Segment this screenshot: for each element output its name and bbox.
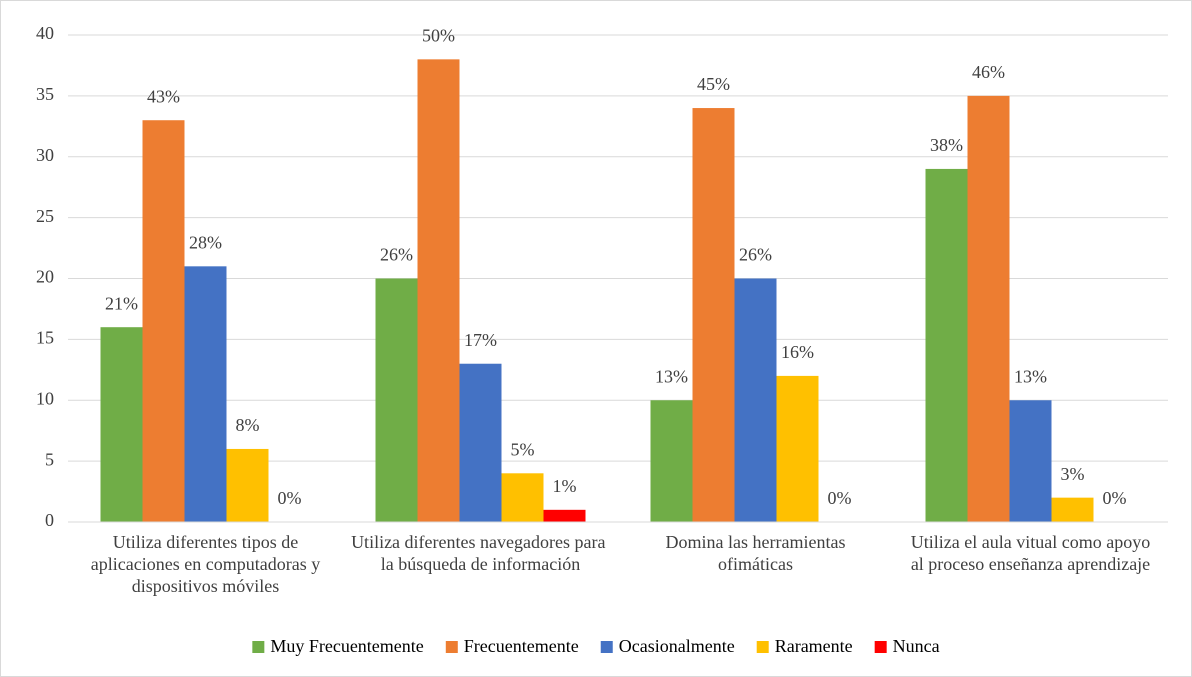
bar: [184, 266, 227, 522]
bar: [776, 375, 819, 522]
bar: [501, 473, 544, 522]
x-tick-label: Domina las herramientas ofimáticas: [666, 532, 846, 574]
y-tick-label: 25: [36, 206, 54, 226]
y-tick-label: 0: [45, 510, 54, 530]
y-tick-label: 5: [45, 449, 54, 469]
legend-swatch: [600, 641, 613, 653]
legend-swatch: [874, 641, 887, 653]
data-label: 13%: [655, 366, 688, 386]
data-label: 0%: [828, 488, 852, 508]
data-label: 17%: [464, 330, 497, 350]
bar: [543, 509, 586, 522]
bar: [650, 400, 693, 522]
bar: [100, 327, 143, 522]
data-label: 16%: [781, 342, 814, 362]
y-tick-label: 35: [36, 84, 54, 104]
y-tick-label: 30: [36, 145, 54, 165]
data-label: 3%: [1061, 464, 1085, 484]
y-tick-label: 15: [36, 328, 54, 348]
data-label: 0%: [278, 488, 302, 508]
bar: [142, 120, 185, 522]
legend-swatch: [252, 641, 265, 653]
legend-text: Nunca: [893, 636, 940, 656]
data-label: 28%: [189, 232, 222, 252]
x-tick-label: Utiliza el aula vitual como apoyo al proc…: [911, 532, 1150, 574]
y-tick-label: 20: [36, 267, 54, 287]
bar: [1009, 400, 1052, 522]
y-tick-label: 10: [36, 388, 54, 408]
data-label: 5%: [511, 439, 535, 459]
legend-text: Muy Frecuentemente: [270, 636, 423, 656]
data-label: 45%: [697, 74, 730, 94]
bar: [1051, 497, 1094, 522]
bar: [417, 59, 460, 522]
bar: [375, 278, 418, 522]
data-label: 8%: [236, 415, 260, 435]
data-label: 0%: [1103, 488, 1127, 508]
legend-swatch: [756, 641, 769, 653]
data-label: 43%: [147, 86, 180, 106]
legend-text: Raramente: [775, 636, 853, 656]
data-label: 50%: [422, 25, 455, 45]
y-tick-label: 40: [36, 23, 54, 43]
bar: [967, 95, 1010, 522]
bar: [692, 108, 735, 523]
data-label: 46%: [972, 62, 1005, 82]
data-label: 38%: [930, 135, 963, 155]
bar: [226, 448, 269, 522]
x-tick-label: Utiliza diferentes navegadores para la b…: [351, 532, 610, 574]
data-label: 21%: [105, 293, 138, 313]
legend-text: Ocasionalmente: [619, 636, 735, 656]
x-tick-label: Utiliza diferentes tipos de aplicaciones …: [91, 532, 320, 596]
data-label: 1%: [553, 476, 577, 496]
bar: [459, 363, 502, 522]
data-label: 26%: [380, 245, 413, 265]
data-label: 26%: [739, 245, 772, 265]
bar: [925, 168, 968, 523]
legend-swatch: [445, 641, 458, 653]
data-label: 13%: [1014, 366, 1047, 386]
bar: [734, 278, 777, 522]
legend-text: Frecuentemente: [464, 636, 579, 656]
